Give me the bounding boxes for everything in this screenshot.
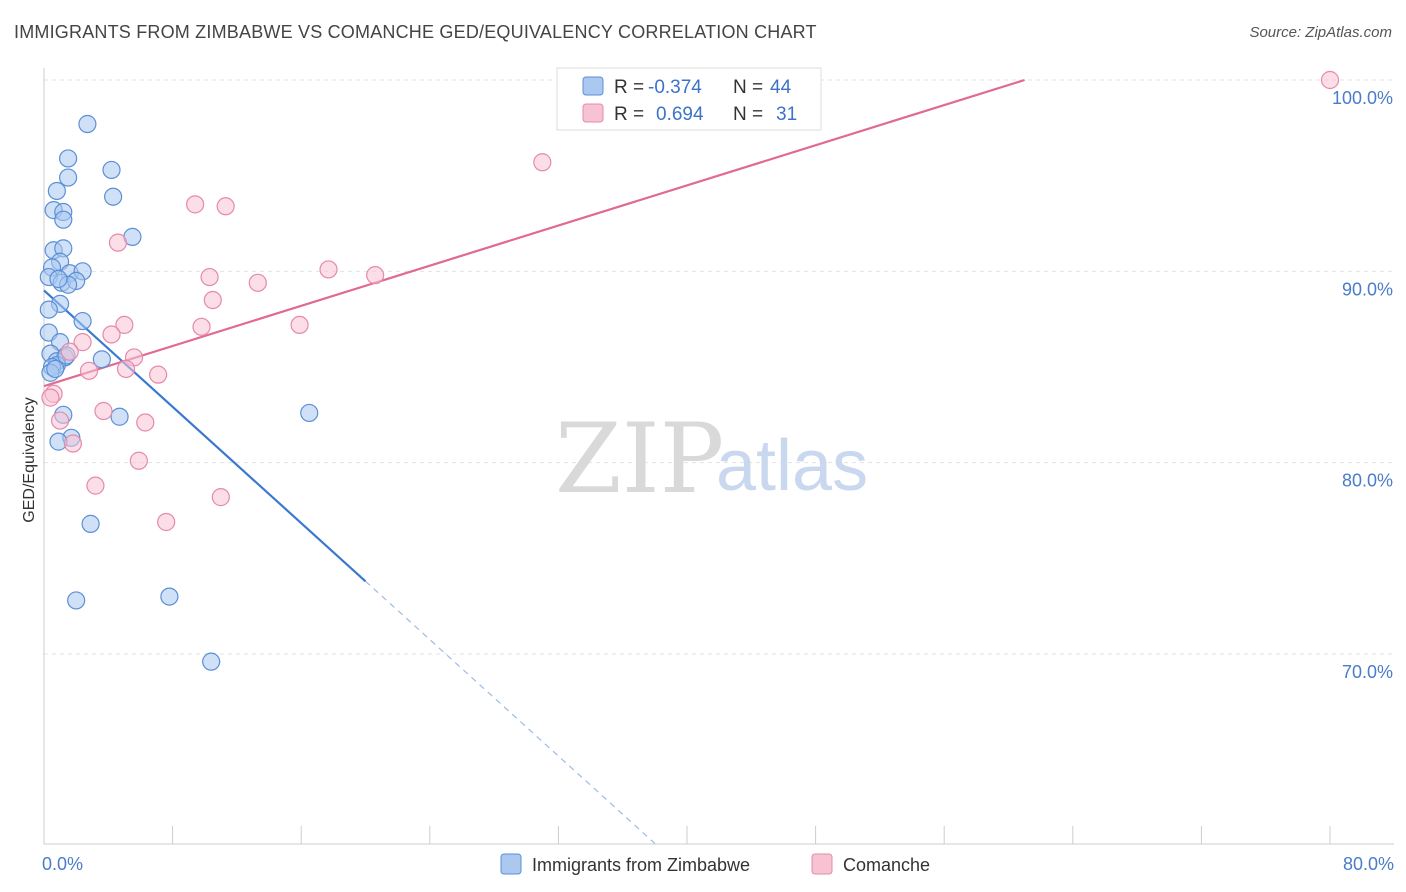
data-point-pink — [149, 365, 168, 384]
stats-r-value-blue: -0.374 — [648, 77, 702, 98]
data-point-blue — [300, 403, 319, 423]
data-point-pink — [50, 411, 70, 430]
x-tick-label: 0.0% — [42, 854, 83, 874]
data-point-pink — [211, 488, 230, 507]
data-point-pink — [203, 290, 222, 310]
data-point-blue — [46, 359, 65, 379]
data-point-pink — [102, 325, 121, 344]
data-point-pink — [366, 266, 385, 285]
stats-n-value-blue: 44 — [770, 77, 792, 98]
data-point-pink — [248, 273, 267, 292]
data-point-pink — [129, 451, 148, 470]
legend-swatch-pink — [811, 853, 833, 875]
legend-swatch-blue — [500, 853, 522, 875]
data-point-blue — [59, 149, 78, 168]
trend-line-blue — [43, 289, 367, 583]
data-point-blue — [59, 168, 78, 187]
data-point-pink — [116, 359, 136, 379]
legend-label-blue: Immigrants from Zimbabwe — [532, 855, 750, 875]
stats-r-label-pink: R = — [614, 104, 644, 125]
data-point-blue — [54, 210, 73, 229]
y-tick-label: 100.0% — [1332, 88, 1393, 108]
watermark-zip: ZIP — [555, 403, 724, 515]
data-point-blue — [110, 407, 129, 426]
y-tick-label: 80.0% — [1342, 471, 1393, 491]
data-point-blue — [202, 652, 221, 671]
stats-n-label-pink: N = — [733, 104, 763, 125]
data-point-blue — [102, 160, 121, 180]
data-point-pink — [319, 260, 338, 279]
y-axis-label: GED/Equivalency — [21, 397, 38, 522]
data-point-pink — [186, 195, 205, 214]
data-point-pink — [115, 315, 134, 335]
stats-swatch-pink — [582, 103, 604, 123]
data-point-pink — [86, 476, 105, 495]
stats-r-value-pink: 0.694 — [656, 104, 704, 125]
data-point-pink — [1320, 70, 1340, 90]
data-point-blue — [92, 350, 111, 369]
data-point-blue — [67, 591, 86, 610]
watermark-atlas: atlas — [716, 426, 868, 506]
data-point-blue — [49, 269, 68, 289]
data-point-blue — [73, 311, 92, 331]
data-point-blue — [104, 187, 123, 206]
trend-line-blue-extension — [365, 580, 656, 844]
y-tick-label: 90.0% — [1342, 279, 1393, 299]
data-point-blue — [78, 114, 97, 134]
data-point-pink — [73, 333, 92, 352]
data-point-blue — [160, 587, 179, 606]
stats-n-value-pink: 31 — [776, 104, 797, 125]
legend-label-pink: Comanche — [843, 855, 930, 875]
data-point-pink — [41, 388, 60, 407]
data-point-pink — [157, 512, 176, 532]
stats-swatch-blue — [582, 76, 604, 96]
data-point-pink — [136, 413, 155, 432]
stats-r-label-blue: R = — [614, 77, 644, 98]
data-point-blue — [47, 181, 66, 201]
data-point-pink — [63, 434, 83, 453]
data-point-pink — [200, 267, 219, 287]
x-tick-label: 80.0% — [1343, 854, 1394, 874]
data-point-pink — [533, 153, 552, 172]
data-point-blue — [39, 300, 58, 319]
data-point-pink — [192, 317, 211, 336]
stats-n-label-blue: N = — [733, 77, 763, 98]
trend-line-pink — [43, 78, 1025, 388]
data-point-pink — [79, 361, 99, 380]
chart-title: IMMIGRANTS FROM ZIMBABWE VS COMANCHE GED… — [14, 22, 817, 42]
chart-source: Source: ZipAtlas.com — [1249, 24, 1392, 41]
data-point-blue — [81, 514, 100, 533]
data-point-pink — [216, 197, 235, 216]
data-point-pink — [60, 342, 79, 361]
data-point-pink — [108, 233, 128, 252]
data-point-pink — [290, 315, 309, 335]
data-point-pink — [94, 401, 113, 421]
y-tick-label: 70.0% — [1342, 662, 1393, 682]
